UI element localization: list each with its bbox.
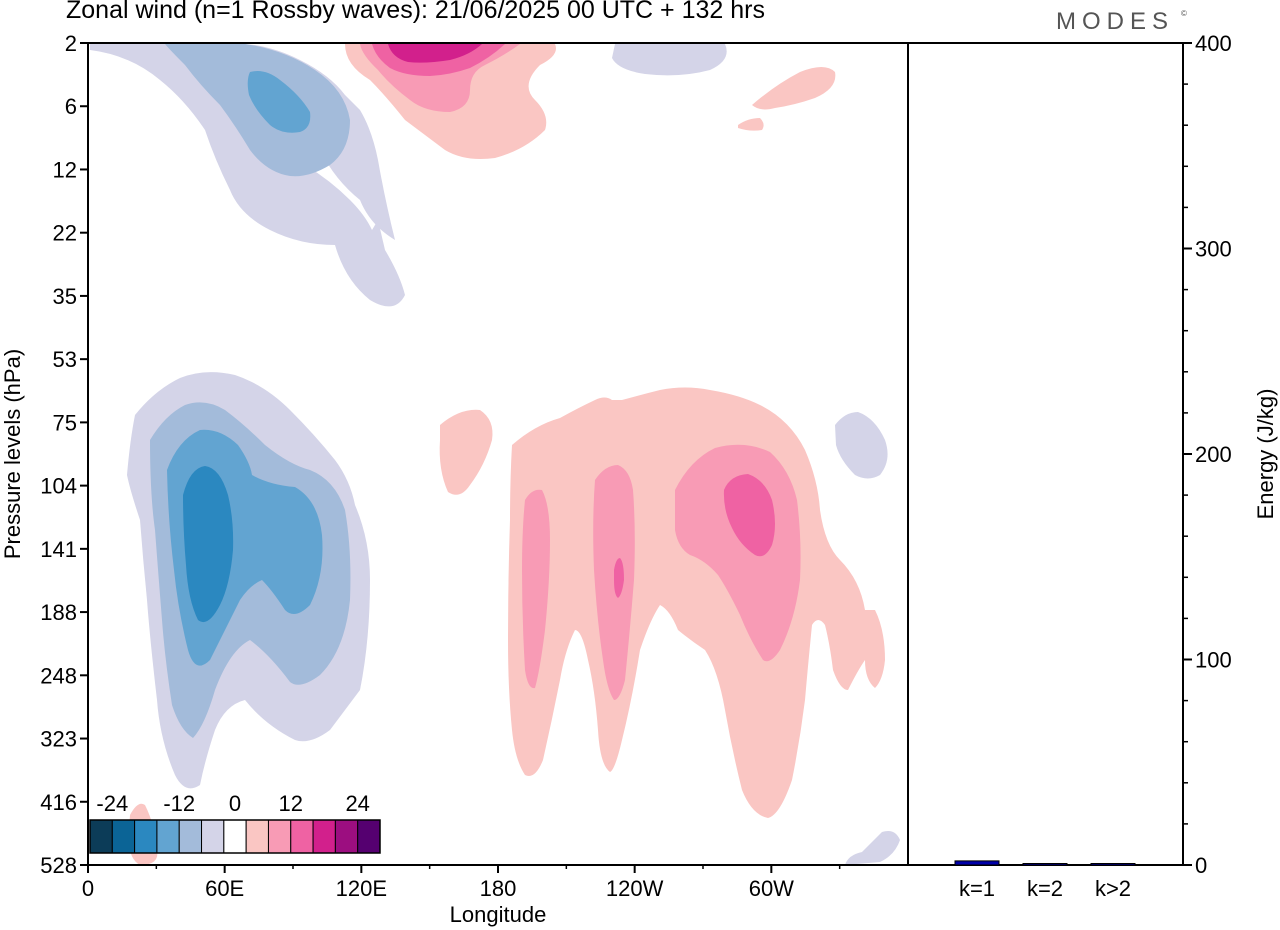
pressure-tick-label: 35 [53,284,77,309]
colorbar-tick-label: -12 [163,791,195,816]
colorbar-frame [89,819,381,854]
upper-negative-region [612,44,727,76]
colorbar-swatch [290,819,314,854]
pressure-tick-label: 53 [53,347,77,372]
pressure-tick-label: 12 [53,157,77,182]
colorbar-swatch [156,819,180,854]
longitude-tick-label: 0 [82,876,94,901]
upper-positive-peak [388,44,482,63]
pressure-tick-label: 2 [65,31,77,56]
modes-logo: MODES [1056,8,1175,35]
copyright-mark: © [1181,9,1187,18]
pressure-tick-label: 416 [40,790,77,815]
colorbar-tick-label: 24 [345,791,369,816]
colorbar-labels: -24 -12 0 12 24 [96,791,370,816]
pressure-tick-label: 104 [40,474,77,499]
pressure-tick-label: 248 [40,663,77,688]
colorbar-swatch [223,819,247,854]
pressure-tick-label: 6 [65,94,77,119]
colorbar-swatch [89,819,113,854]
colorbar-swatch [312,819,336,854]
longitude-tick-label: 120W [606,876,664,901]
energy-bar [1090,863,1136,866]
energy-axis: 0 100 200 300 400 [1183,31,1232,878]
colorbar-swatch [134,819,158,854]
colorbar-swatch [334,819,359,854]
colorbar-swatch [245,819,269,854]
pressure-tick-label: 75 [53,410,77,435]
energy-category-label: k>2 [1095,876,1131,901]
pressure-tick-label: 141 [40,537,77,562]
colorbar-swatch [267,819,292,854]
pressure-axis: 2 6 12 22 35 53 75 104 141 188 248 323 416 528 [40,31,88,878]
chart-title: Zonal wind (n=1 Rossby waves): 21/06/202… [66,0,765,24]
longitude-tick-label: 120E [336,876,387,901]
energy-category-label: k=1 [959,876,995,901]
longitude-tick-label: 60W [749,876,794,901]
pressure-tick-label: 528 [40,853,77,878]
pressure-tick-label: 22 [53,221,77,246]
energy-tick-label: 300 [1195,237,1232,262]
lower-positive-center [723,474,775,557]
lower-negative-peak [183,466,234,623]
lower-positive-region [439,409,493,495]
lower-negative-region [835,412,888,479]
upper-negative-region [90,43,405,307]
pressure-tick-label: 188 [40,600,77,625]
lower-negative-region [845,831,900,865]
longitude-tick-label: 60E [205,876,244,901]
colorbar-tick-label: 0 [229,791,241,816]
contour-layer [90,43,900,865]
colorbar-swatch [357,819,381,854]
colorbar-tick-label: 12 [279,791,303,816]
upper-positive-region [738,118,764,131]
energy-axis-label: Energy (J/kg) [1253,389,1278,520]
colorbar-swatch [178,819,203,854]
upper-positive-region [752,67,836,110]
colorbar-tick-label: -24 [96,791,128,816]
energy-tick-label: 0 [1195,853,1207,878]
energy-tick-label: 200 [1195,442,1232,467]
pressure-tick-label: 323 [40,727,77,752]
energy-bar [954,860,1000,866]
longitude-axis: 0 60E 120E 180 120W 60W [82,865,841,901]
energy-category-label: k=2 [1027,876,1063,901]
colorbar-swatch [201,819,225,854]
energy-tick-label: 100 [1195,648,1232,673]
energy-bars: k=1 k=2 k>2 [954,860,1136,901]
energy-bar [1022,863,1068,866]
colorbar [89,819,381,854]
energy-tick-label: 400 [1195,31,1232,56]
lower-positive-core [593,465,635,700]
colorbar-swatch [111,819,136,854]
x-axis-label: Longitude [450,902,547,927]
upper-negative-center [247,71,311,133]
y-axis-label: Pressure levels (hPa) [0,349,25,559]
lower-positive-region [508,387,885,818]
longitude-tick-label: 180 [480,876,517,901]
lower-positive-center [614,558,624,598]
lower-positive-core [522,489,550,689]
